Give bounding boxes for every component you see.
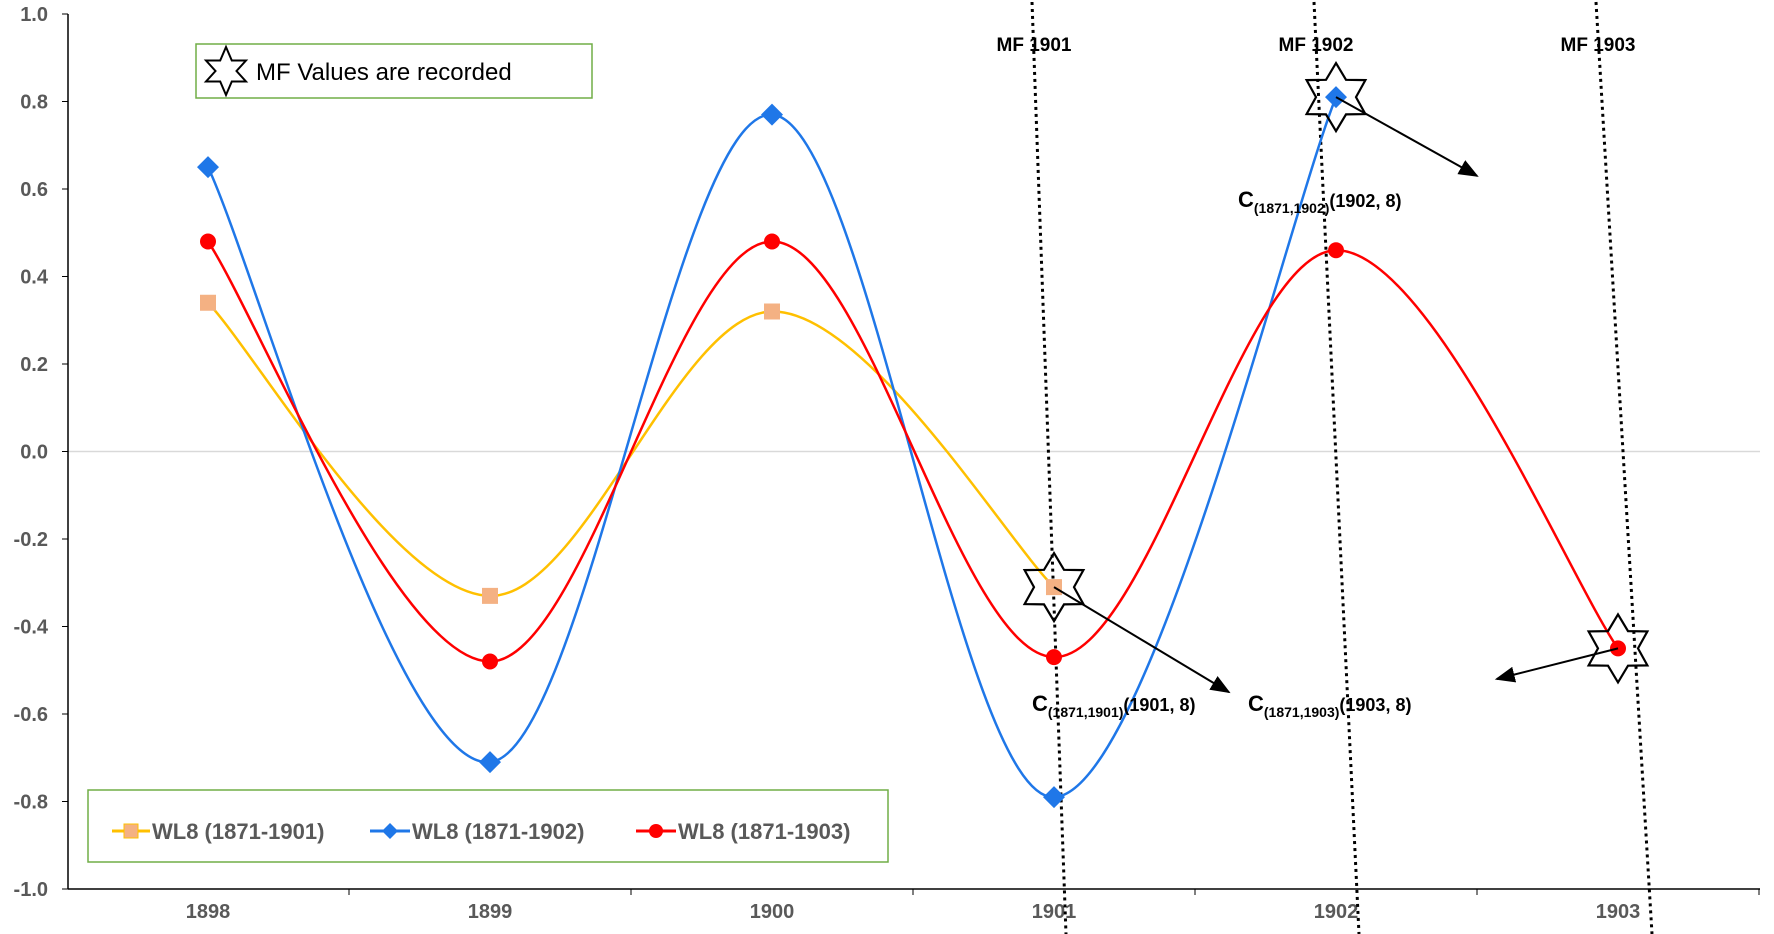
y-tick-label: -0.8: [14, 792, 48, 814]
data-point: [482, 587, 498, 604]
series-line-3: [206, 240, 1620, 663]
legend-item-series-1: WL8 (1871-1901): [112, 819, 324, 844]
data-point: [1046, 649, 1062, 666]
mf-label: MF 1903: [1561, 35, 1636, 56]
mf-label: MF 1901: [997, 35, 1072, 56]
y-tick-label: -0.6: [14, 704, 48, 726]
axes-layer: 1.0 0.8 0.6 0.4 0.2 0.0 -0.2 -0.4 -0.6 -0.8 -1.0 18…: [14, 4, 1760, 923]
legend-item-series-2: WL8 (1871-1902): [370, 819, 584, 844]
annotation-label: C(1871,1903)(1903, 8): [1248, 691, 1411, 720]
legend-label-series-3: WL8 (1871-1903): [678, 819, 850, 844]
note-label: MF Values are recorded: [256, 59, 512, 86]
star-marker: [1022, 550, 1086, 624]
legend: WL8 (1871-1901) WL8 (1871-1902) WL8 (187…: [87, 789, 889, 863]
y-tick-label: 0.0: [20, 442, 48, 464]
x-tick-label: 1900: [750, 901, 795, 923]
data-point: [764, 233, 780, 250]
x-tick-label: 1898: [186, 901, 231, 923]
data-point: [479, 751, 501, 774]
data-point: [761, 103, 783, 126]
data-point: [200, 233, 216, 250]
mf-line: [1312, 1, 1361, 934]
y-tick-label: 1.0: [20, 4, 48, 26]
annotation-layer: C(1871,1901)(1901, 8) C(1871,1902)(1902, …: [1032, 96, 1619, 720]
annotation-arrow: [1053, 586, 1231, 694]
x-tick-label: 1902: [1314, 901, 1359, 923]
mf-label: MF 1902: [1279, 35, 1354, 56]
legend-item-series-3: WL8 (1871-1903): [636, 819, 850, 844]
series-layer: [206, 96, 1620, 799]
mf-lines-layer: MF 1901 MF 1902 MF 1903: [997, 1, 1654, 934]
data-point: [764, 303, 780, 320]
data-point: [1043, 786, 1065, 809]
star-marker: [1304, 60, 1368, 134]
legend-label-series-2: WL8 (1871-1902): [412, 819, 584, 844]
series-line-2: [206, 96, 1338, 799]
y-tick-label: -0.4: [14, 617, 49, 639]
annotation-label: C(1871,1902)(1902, 8): [1238, 187, 1401, 216]
y-tick-label: 0.6: [20, 179, 48, 201]
data-point: [197, 156, 219, 179]
annotation-arrow: [1335, 96, 1479, 177]
star-layer: [1022, 60, 1650, 685]
x-tick-label: 1903: [1596, 901, 1641, 923]
data-point: [1328, 242, 1344, 259]
x-tick-label: 1899: [468, 901, 513, 923]
mf-line: [1594, 1, 1654, 934]
y-tick-label: 0.4: [20, 267, 49, 289]
star-icon: [203, 44, 249, 98]
mf-line: [1030, 1, 1068, 934]
x-tick-label: 1901: [1032, 901, 1077, 923]
star-marker: [1586, 612, 1650, 685]
y-tick-label: -0.2: [14, 529, 48, 551]
y-tick-label: 0.2: [20, 354, 48, 376]
data-point: [482, 653, 498, 670]
y-tick-label: 0.8: [20, 92, 48, 114]
y-tick-label: -1.0: [14, 879, 48, 901]
annotation-label: C(1871,1901)(1901, 8): [1032, 691, 1195, 720]
legend-label-series-1: WL8 (1871-1901): [152, 819, 324, 844]
note-box: MF Values are recorded: [195, 43, 593, 99]
data-point: [200, 294, 216, 311]
annotation-arrow: [1494, 647, 1619, 683]
